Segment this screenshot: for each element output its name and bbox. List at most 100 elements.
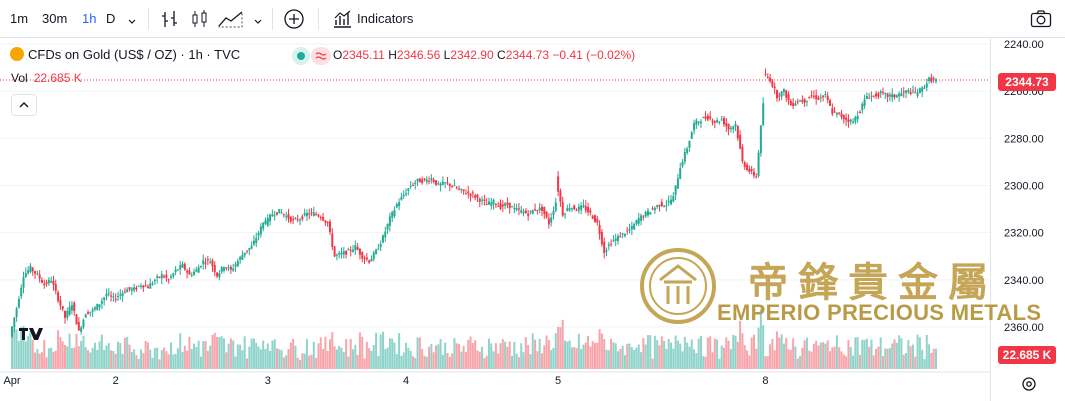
candle-body <box>893 94 896 98</box>
candle-body <box>315 213 318 215</box>
candle-body <box>17 299 20 308</box>
tradingview-logo-icon[interactable] <box>18 326 44 347</box>
ohlc-values: O2345.11 H2346.56 L2342.90 C2344.73 −0.4… <box>333 46 635 64</box>
volume-bar <box>660 336 663 369</box>
data-delay-icon[interactable] <box>311 47 331 65</box>
collapse-legend-button[interactable] <box>11 94 37 116</box>
volume-bar <box>379 334 382 369</box>
candle-body <box>911 90 914 92</box>
candle-body <box>637 217 640 224</box>
volume-bar <box>635 347 638 369</box>
candle-body <box>176 269 179 271</box>
candle-body <box>80 327 83 332</box>
change-value: −0.41 (−0.02%) <box>552 48 636 62</box>
volume-bar <box>239 344 242 369</box>
volume-bar <box>246 358 249 369</box>
market-status-icon[interactable] <box>292 47 310 65</box>
volume-bar <box>893 339 896 369</box>
candle-body <box>732 126 735 130</box>
interval-d[interactable]: D <box>106 11 116 26</box>
volume-bar <box>282 357 285 369</box>
candle-body <box>720 119 723 121</box>
candle-body <box>849 119 852 122</box>
candle-body <box>833 111 836 113</box>
volume-bar <box>126 336 129 369</box>
volume-bar <box>421 348 424 369</box>
candle-body <box>554 202 557 211</box>
candle-body <box>771 80 774 87</box>
volume-bar <box>294 345 297 369</box>
volume-bar <box>345 339 348 369</box>
volume-bar <box>73 347 76 369</box>
volume-bar <box>925 334 928 369</box>
candle-body <box>365 257 368 260</box>
price-chart[interactable]: 2360.002340.002320.002300.002280.002260.… <box>0 38 1065 401</box>
volume-bar <box>587 335 590 369</box>
price-tick-label: 2340.00 <box>1004 275 1044 287</box>
indicators-button[interactable]: Indicators <box>357 11 414 26</box>
candle-body <box>907 89 910 92</box>
candle-body <box>354 245 357 251</box>
candle-body <box>743 162 746 167</box>
volume-bar <box>386 347 389 369</box>
volume-bar <box>891 343 894 369</box>
volume-bar <box>333 346 336 369</box>
volume-bar <box>930 352 933 369</box>
candle-body <box>418 178 421 183</box>
candle-body <box>644 211 647 217</box>
candle-body <box>347 249 350 251</box>
volume-legend: Vol 22.685 K <box>11 71 82 85</box>
candle-body <box>824 94 827 96</box>
candle-body <box>725 122 728 127</box>
volume-bar <box>702 355 705 369</box>
interval-1h[interactable]: 1h <box>82 11 97 26</box>
candle-body <box>891 93 894 98</box>
candle-body <box>688 140 691 148</box>
volume-bar <box>158 359 161 369</box>
candle-body <box>746 164 749 170</box>
volume-bar <box>105 345 108 369</box>
candle-body <box>748 168 751 172</box>
interval-30m[interactable]: 30m <box>42 11 68 26</box>
interval-1m[interactable]: 1m <box>10 11 29 26</box>
chevron-down-icon[interactable] <box>127 14 137 32</box>
camera-icon[interactable] <box>1030 9 1052 34</box>
chart-type-chevron-icon[interactable] <box>253 14 263 32</box>
volume-bar <box>216 336 219 369</box>
volume-bar <box>764 356 767 369</box>
volume-bar <box>257 346 260 369</box>
price-tick-label: 2300.00 <box>1004 181 1044 193</box>
candle-body <box>93 307 96 310</box>
candle-body <box>483 199 486 201</box>
volume-bar <box>437 344 440 369</box>
volume-bar <box>146 342 149 369</box>
volume-bar <box>589 346 592 369</box>
area-chart-icon[interactable] <box>218 9 244 34</box>
candle-body <box>835 112 838 115</box>
candlestick-icon[interactable] <box>190 9 210 34</box>
volume-bar <box>723 347 726 369</box>
volume-bar <box>773 350 776 369</box>
candle-body <box>236 260 239 266</box>
volume-bar <box>467 339 470 369</box>
volume-bar <box>365 341 368 369</box>
volume-bar <box>584 342 587 369</box>
volume-bar <box>709 336 712 369</box>
candle-body <box>287 214 290 219</box>
settings-gear-icon[interactable] <box>1020 375 1038 398</box>
candle-body <box>792 102 795 106</box>
symbol-title[interactable]: CFDs on Gold (US$ / OZ) · 1h · TVC <box>28 47 241 62</box>
candle-body <box>179 265 182 270</box>
indicators-icon[interactable] <box>332 9 352 34</box>
candle-body <box>552 210 555 216</box>
compare-add-icon[interactable] <box>283 8 305 35</box>
volume-bar <box>446 353 449 369</box>
candle-body <box>47 279 50 284</box>
volume-bar <box>718 358 721 369</box>
volume-bar <box>59 336 62 369</box>
candle-body <box>826 95 829 101</box>
bar-chart-icon[interactable] <box>160 9 180 34</box>
candle-body <box>241 254 244 260</box>
candle-body <box>646 210 649 216</box>
candle-body <box>741 147 744 162</box>
